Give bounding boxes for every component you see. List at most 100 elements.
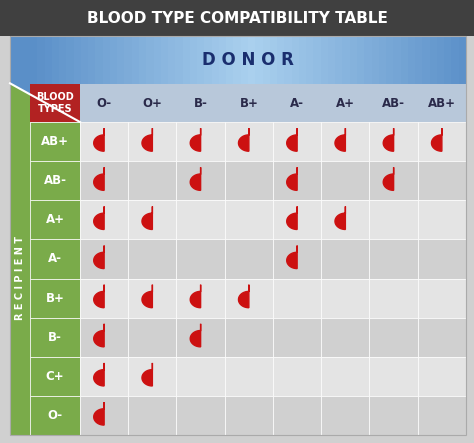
Bar	[415, 36, 423, 84]
Bar	[335, 36, 343, 84]
Bar	[370, 161, 418, 200]
Bar	[343, 36, 350, 84]
Bar	[80, 279, 128, 318]
Bar	[273, 122, 321, 161]
Bar	[255, 36, 263, 84]
Text: AB-: AB-	[44, 174, 66, 187]
Bar	[45, 36, 52, 84]
Bar	[284, 36, 292, 84]
Bar	[273, 200, 321, 239]
Polygon shape	[383, 167, 393, 190]
Bar	[95, 36, 103, 84]
Text: C+: C+	[46, 370, 64, 383]
Bar	[343, 36, 350, 84]
Bar	[95, 36, 103, 84]
Bar	[175, 36, 183, 84]
Bar	[132, 36, 139, 84]
Text: BLOOD
TYPES: BLOOD TYPES	[36, 92, 74, 114]
Bar	[234, 36, 241, 84]
Bar	[321, 122, 370, 161]
Bar	[176, 318, 225, 357]
Bar	[248, 36, 256, 84]
Text: B-: B-	[194, 97, 208, 109]
Bar	[190, 36, 198, 84]
Bar	[418, 396, 466, 435]
Bar	[103, 36, 110, 84]
Bar	[212, 36, 219, 84]
Polygon shape	[287, 245, 297, 268]
Polygon shape	[142, 206, 152, 229]
Bar	[80, 239, 128, 279]
Bar	[321, 200, 370, 239]
Bar	[30, 239, 80, 279]
Bar	[176, 161, 225, 200]
Polygon shape	[383, 128, 393, 151]
Bar	[273, 279, 321, 318]
Bar	[299, 36, 307, 84]
Bar	[128, 357, 176, 396]
Bar	[176, 239, 225, 279]
Polygon shape	[142, 128, 152, 151]
Bar	[0, 0, 474, 36]
Bar	[139, 36, 147, 84]
Bar	[372, 36, 379, 84]
Polygon shape	[335, 206, 346, 229]
Bar	[225, 200, 273, 239]
Polygon shape	[238, 285, 249, 308]
Bar	[451, 36, 459, 84]
Bar	[80, 396, 128, 435]
Bar	[321, 396, 370, 435]
Bar	[401, 36, 409, 84]
Bar	[128, 396, 176, 435]
Bar	[125, 36, 132, 84]
Bar	[263, 36, 270, 84]
Bar	[176, 200, 225, 239]
Bar	[88, 36, 96, 84]
Bar	[270, 36, 278, 84]
Bar	[273, 396, 321, 435]
Bar	[321, 357, 370, 396]
Bar	[80, 357, 128, 396]
Polygon shape	[94, 363, 104, 386]
Bar	[401, 36, 409, 84]
Bar	[168, 36, 176, 84]
Text: AB-: AB-	[382, 97, 405, 109]
Bar	[418, 318, 466, 357]
Bar	[321, 318, 370, 357]
Bar	[204, 36, 212, 84]
Bar	[292, 36, 300, 84]
Text: O-: O-	[97, 97, 112, 109]
Bar	[73, 36, 82, 84]
Bar	[263, 36, 270, 84]
Bar	[37, 36, 45, 84]
Polygon shape	[238, 128, 249, 151]
Polygon shape	[142, 285, 152, 308]
Bar	[277, 36, 285, 84]
Bar	[59, 36, 67, 84]
Bar	[168, 36, 176, 84]
Bar	[110, 36, 118, 84]
Bar	[212, 36, 219, 84]
Bar	[321, 239, 370, 279]
Bar	[350, 36, 357, 84]
Text: A+: A+	[46, 214, 64, 226]
Text: D O N O R: D O N O R	[202, 51, 294, 69]
Bar	[370, 396, 418, 435]
Text: A-: A-	[290, 97, 304, 109]
Bar	[204, 36, 212, 84]
Bar	[437, 36, 445, 84]
Polygon shape	[190, 324, 201, 347]
Bar	[459, 36, 466, 84]
Bar	[176, 122, 225, 161]
Bar	[161, 36, 169, 84]
Bar	[81, 36, 89, 84]
Bar	[225, 161, 273, 200]
Bar	[88, 36, 96, 84]
Bar	[321, 279, 370, 318]
Polygon shape	[94, 245, 104, 268]
Text: R E C I P I E N T: R E C I P I E N T	[15, 237, 25, 320]
Bar	[117, 36, 125, 84]
Bar	[125, 36, 132, 84]
Bar	[393, 36, 401, 84]
Bar	[370, 357, 418, 396]
